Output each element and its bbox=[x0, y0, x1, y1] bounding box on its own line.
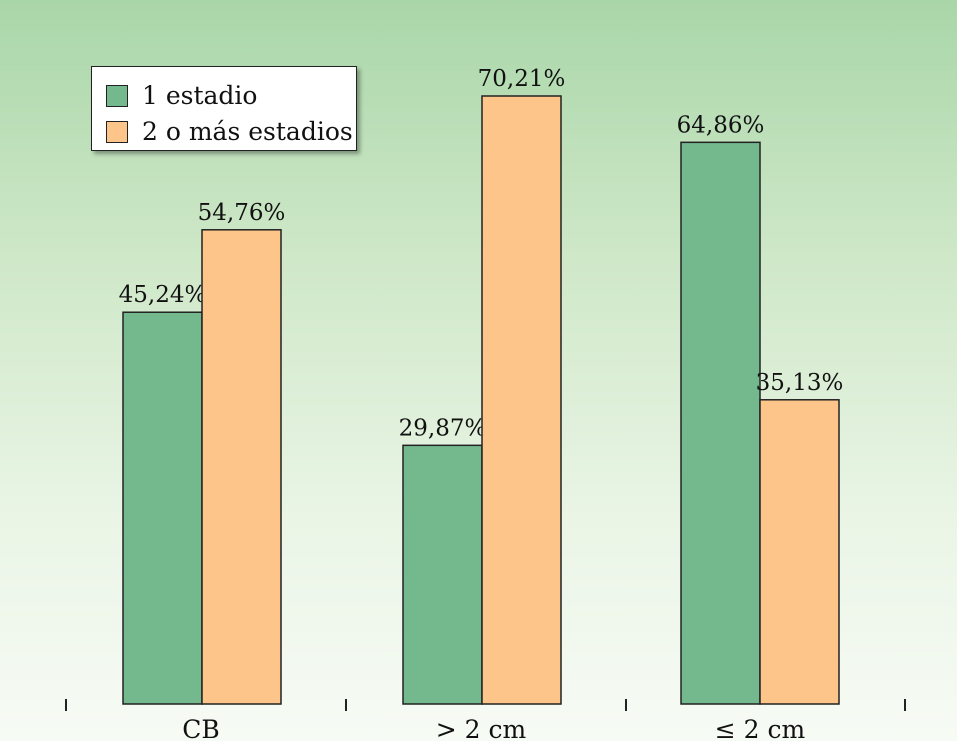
data-label-2-0: 54,76% bbox=[198, 200, 286, 226]
bar-1-1 bbox=[402, 444, 483, 705]
data-label-1-1: 29,87% bbox=[399, 415, 487, 441]
bar-1-0 bbox=[122, 311, 203, 705]
bar-2-0 bbox=[201, 229, 282, 705]
legend-item-series-1: 1 estadio bbox=[106, 81, 257, 110]
legend-item-series-2: 2 o más estadios bbox=[106, 117, 353, 146]
bar-2-1 bbox=[481, 95, 562, 705]
category-label-1: > 2 cm bbox=[436, 715, 527, 741]
data-label-1-0: 45,24% bbox=[119, 282, 207, 308]
legend-swatch-series-2 bbox=[106, 120, 128, 143]
bar-1-2 bbox=[680, 141, 761, 705]
category-label-2: ≤ 2 cm bbox=[715, 715, 806, 741]
legend-label-series-1: 1 estadio bbox=[142, 81, 258, 110]
legend-label-series-2: 2 o más estadios bbox=[142, 117, 353, 146]
data-label-1-2: 64,86% bbox=[677, 112, 765, 138]
legend: 1 estadio 2 o más estadios bbox=[91, 66, 357, 151]
bar-2-2 bbox=[759, 399, 840, 705]
legend-swatch-series-1 bbox=[106, 84, 128, 107]
data-label-2-1: 70,21% bbox=[478, 66, 566, 92]
category-label-0: CB bbox=[182, 715, 220, 741]
data-label-2-2: 35,13% bbox=[756, 370, 844, 396]
